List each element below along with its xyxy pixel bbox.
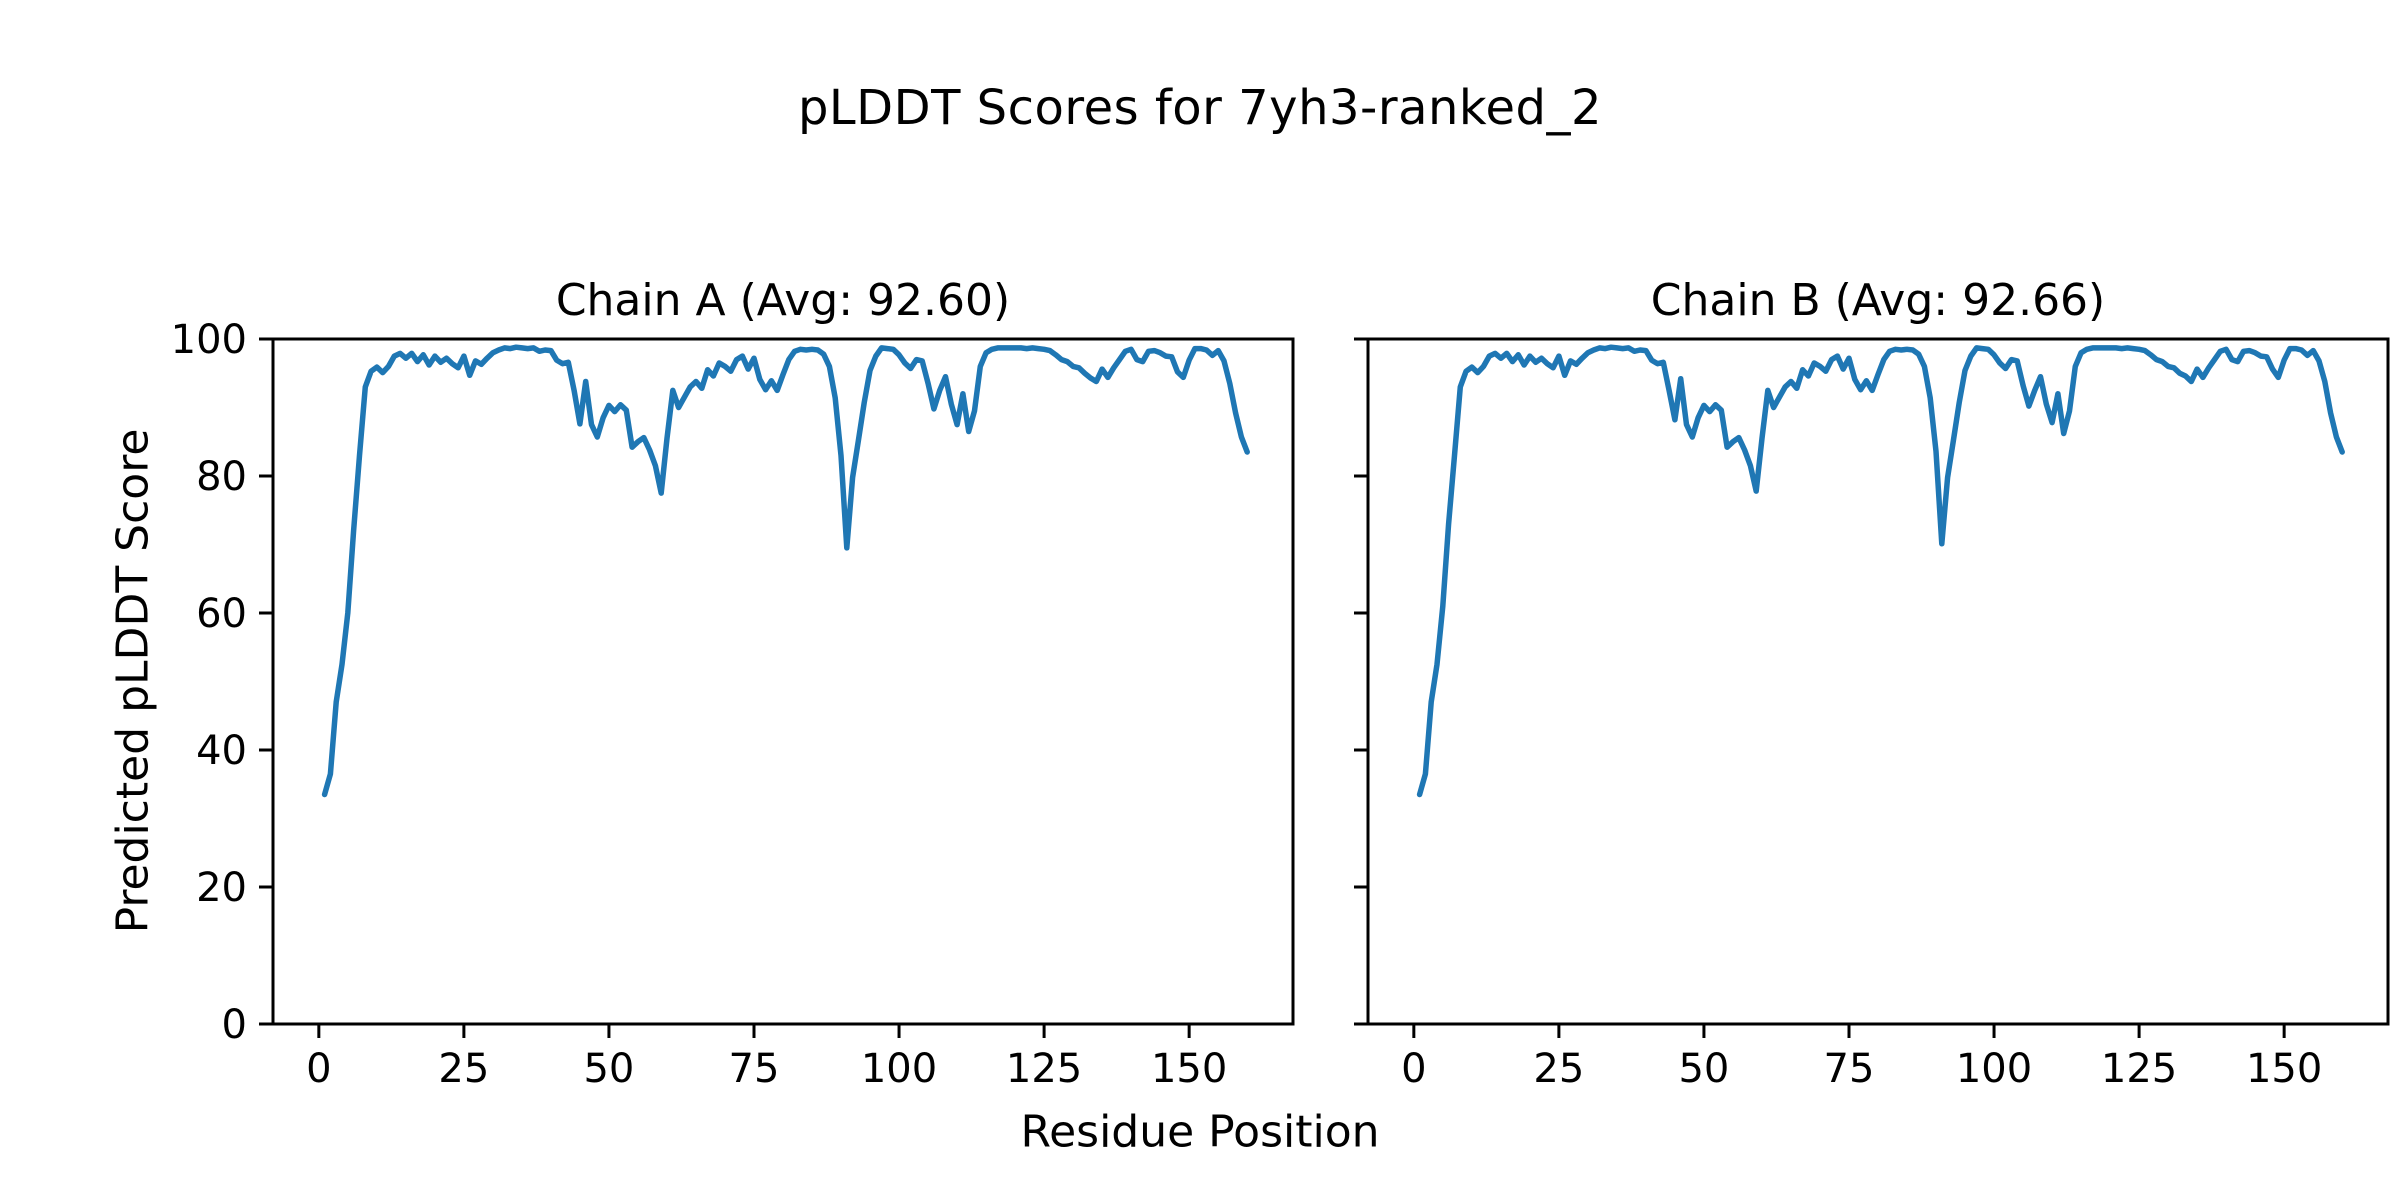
y-tick-label: 20 xyxy=(196,865,247,911)
x-tick-label: 100 xyxy=(861,1046,937,1092)
y-tick-label: 80 xyxy=(196,454,247,500)
x-tick-label: 25 xyxy=(438,1046,489,1092)
y-tick-label: 0 xyxy=(222,1002,247,1048)
plddt-line xyxy=(321,344,1250,798)
x-tick-label: 0 xyxy=(306,1046,331,1092)
y-tick-label: 100 xyxy=(171,317,247,363)
axes-spines xyxy=(1366,337,2390,1026)
x-tick-label: 125 xyxy=(2101,1046,2177,1092)
x-tick-label: 0 xyxy=(1401,1046,1426,1092)
x-tick-label: 50 xyxy=(1678,1046,1729,1092)
x-tick-label: 100 xyxy=(1956,1046,2032,1092)
chain-b-line-chart: 0 25 50 75 100 125 150 xyxy=(1354,337,2390,1092)
subplot-title-chain-a: Chain A (Avg: 92.60) xyxy=(555,275,1011,326)
x-tick-label: 75 xyxy=(729,1046,780,1092)
subplot-title-chain-b: Chain B (Avg: 92.66) xyxy=(1650,275,2106,326)
x-tick-label: 125 xyxy=(1006,1046,1082,1092)
y-axis-label: Predicted pLDDT Score xyxy=(107,428,159,934)
subplot-chain-b: Chain B (Avg: 92.66) 0 25 50 75 100 125 150 xyxy=(1354,275,2390,1092)
x-tick-label: 75 xyxy=(1824,1046,1875,1092)
y-tick-label: 60 xyxy=(196,591,247,637)
x-tick-label: 25 xyxy=(1533,1046,1584,1092)
x-tick-label: 150 xyxy=(2246,1046,2322,1092)
figure-title: pLDDT Scores for 7yh3-ranked_2 xyxy=(797,80,1603,136)
axes-spines xyxy=(271,337,1295,1026)
x-axis-label: Residue Position xyxy=(1020,1106,1380,1158)
chain-a-line-chart: 0 25 50 75 100 125 150 0 20 40 60 80 100 xyxy=(171,317,1295,1092)
y-tick-label: 40 xyxy=(196,728,247,774)
x-tick-label: 150 xyxy=(1151,1046,1227,1092)
subplot-chain-a: Chain A (Avg: 92.60) 0 25 50 75 100 125 150 0 20… xyxy=(171,275,1295,1092)
x-tick-label: 50 xyxy=(583,1046,634,1092)
plddt-line xyxy=(1416,344,2345,798)
